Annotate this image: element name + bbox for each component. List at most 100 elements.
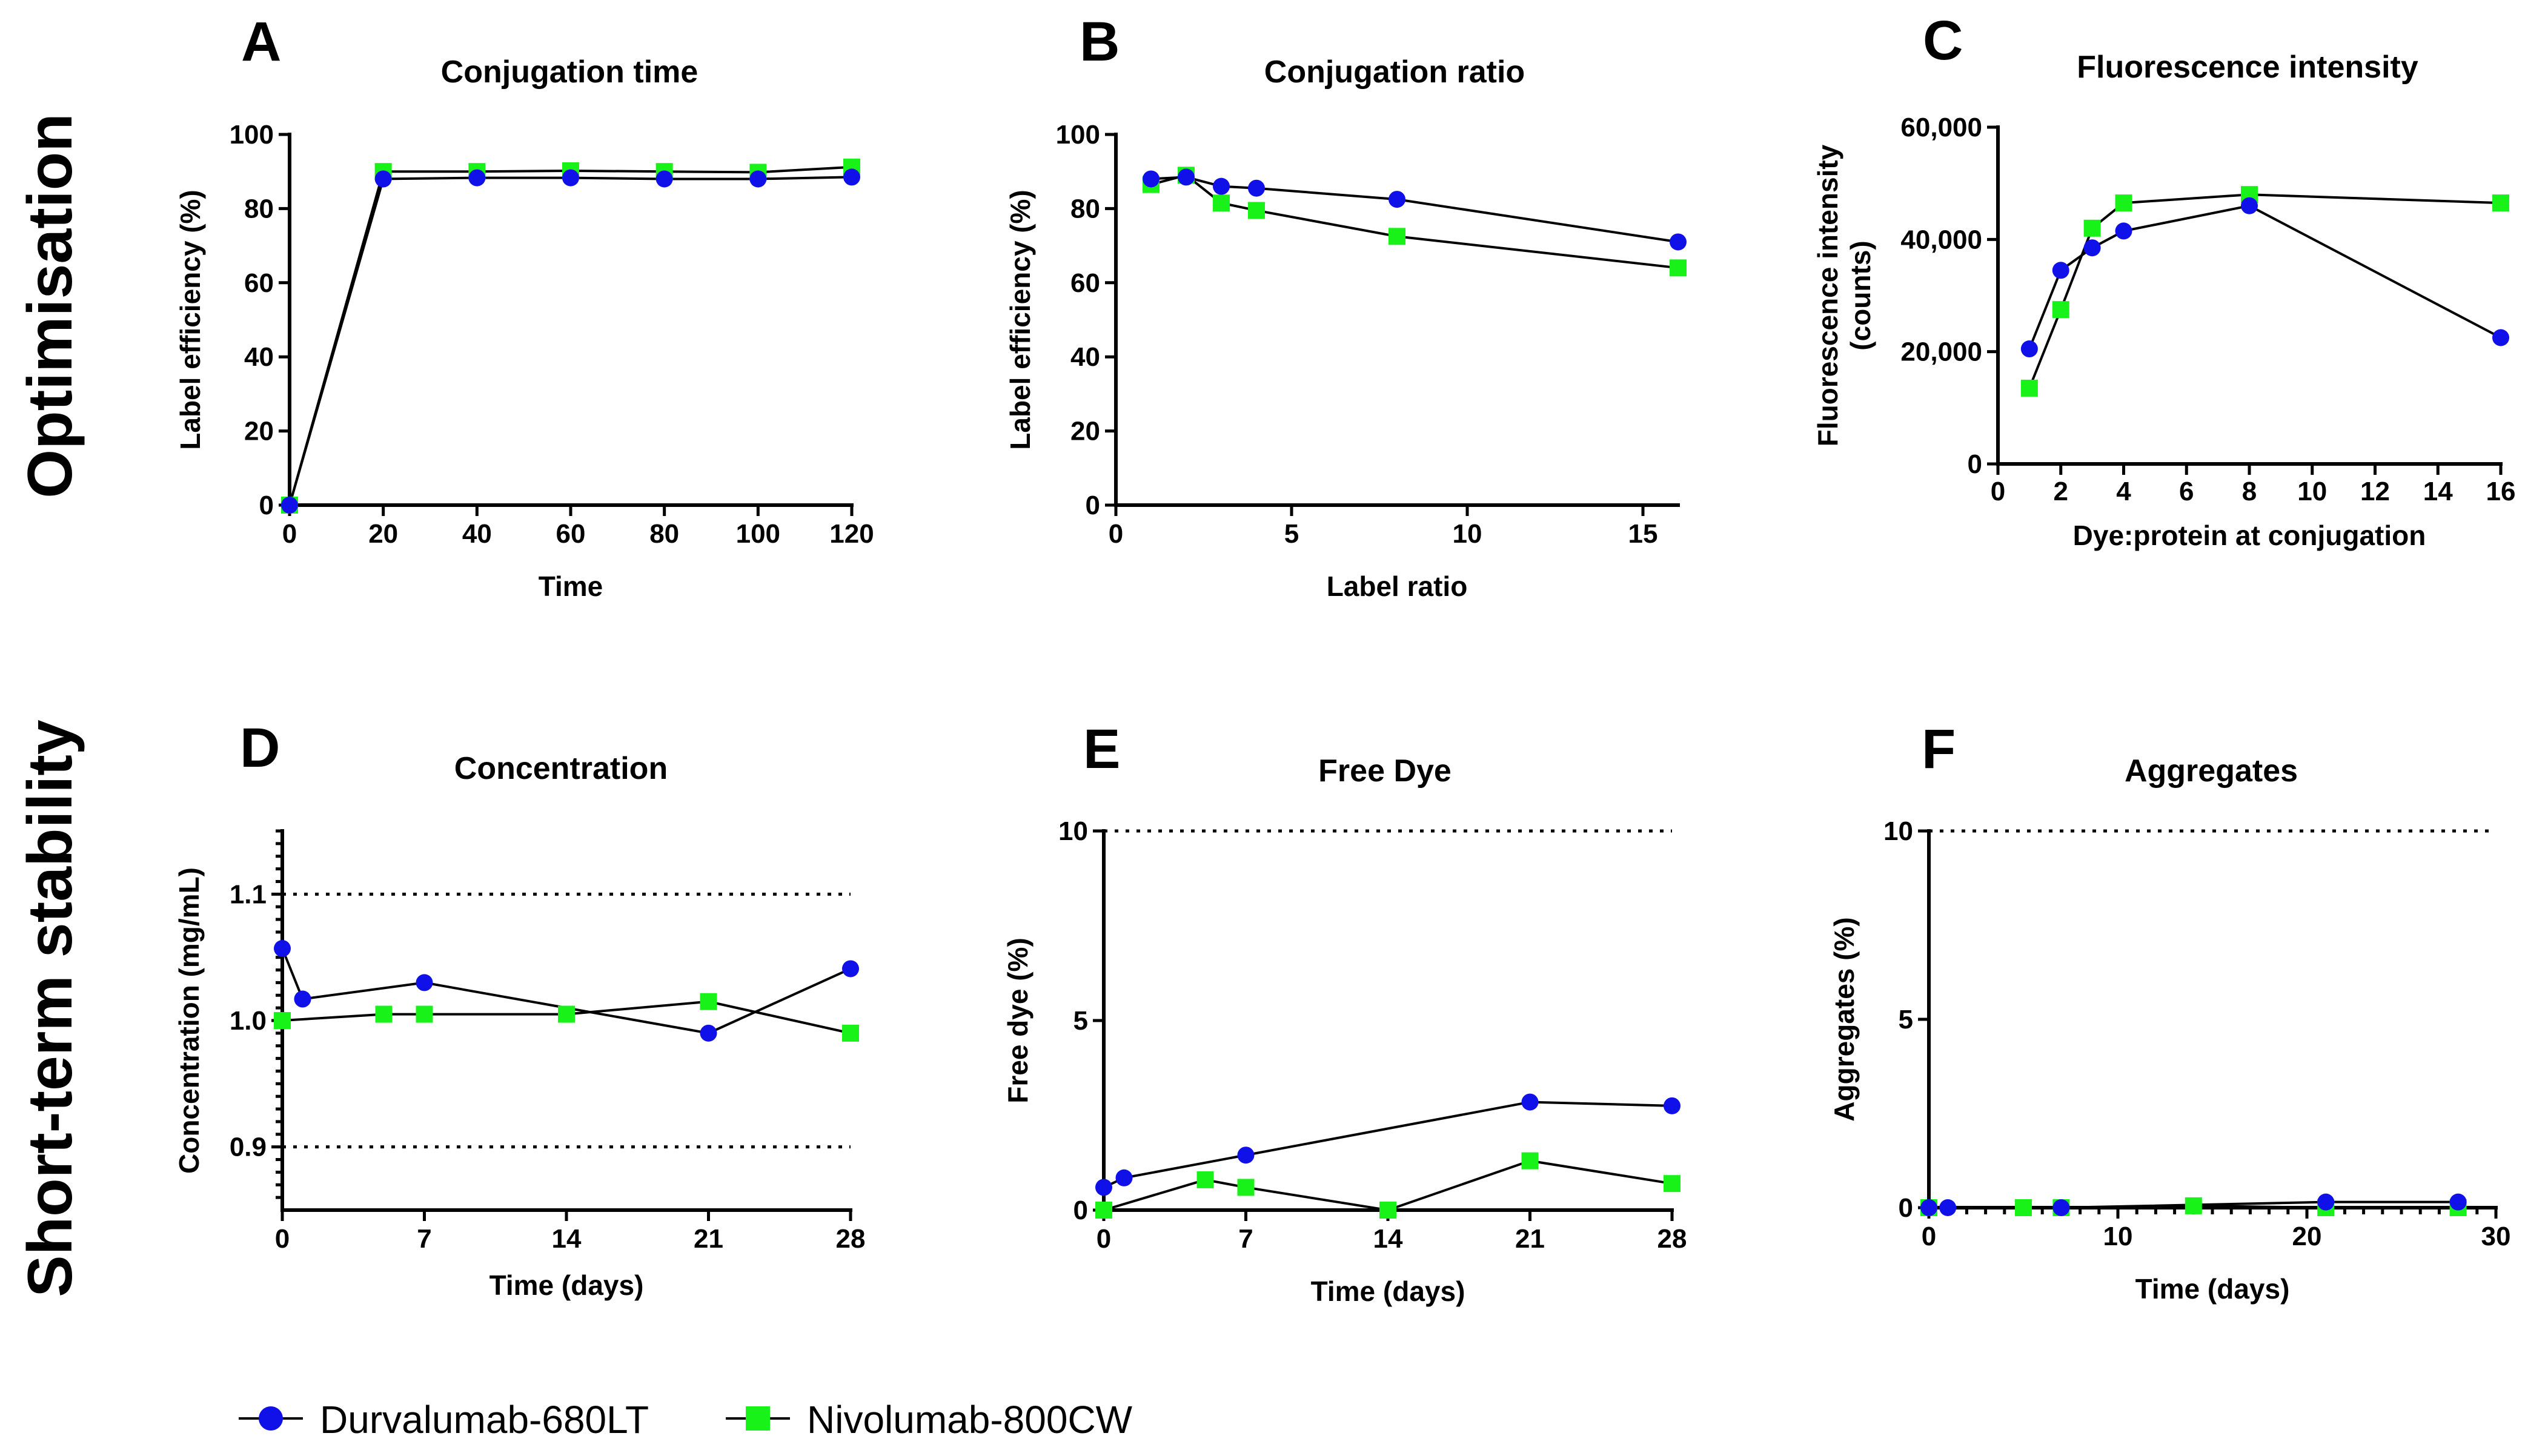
x-tick-label: 21: [694, 1224, 723, 1254]
series-line-nivolumab: [1929, 1204, 2458, 1209]
data-point-durvalumab: [843, 168, 860, 186]
row-label-optimisation: Optimisation: [15, 113, 85, 498]
panel-b: B Conjugation ratio 0 5 10 15 0 20 40 60 80 100 La…: [1004, 11, 1687, 602]
data-point-durvalumab: [1389, 191, 1405, 208]
panel-title: Conjugation time: [441, 55, 698, 90]
y-tick-label: 60: [244, 268, 274, 298]
data-point-durvalumab: [749, 170, 767, 188]
legend-marker-circle: [259, 1406, 283, 1431]
legend-item-nivolumab: Nivolumab-800CW: [726, 1398, 1133, 1441]
y-tick-label: 60,000: [1900, 113, 1982, 142]
y-axis-label: Aggregates (%): [1828, 917, 1860, 1121]
x-tick-label: 6: [2179, 477, 2194, 506]
series-line-nivolumab: [2028, 193, 2501, 389]
y-tick-label: 20,000: [1900, 337, 1982, 367]
panel-title: Conjugation ratio: [1264, 55, 1525, 90]
data-point-nivolumab: [2015, 1199, 2032, 1216]
x-tick-label: 0: [1097, 1224, 1111, 1254]
x-tick-label: 14: [552, 1224, 582, 1254]
x-tick-label: 20: [368, 519, 398, 549]
x-tick-label: 10: [2297, 477, 2327, 506]
data-point-durvalumab: [2052, 1199, 2070, 1216]
panel-c: C Fluorescence intensity 0 2 4 6 8 10 12 14 16 0 2…: [1812, 10, 2515, 551]
y-tick-label: 5: [1073, 1006, 1088, 1036]
data-point-durvalumab: [2241, 197, 2258, 214]
data-point-nivolumab: [2185, 1197, 2202, 1214]
y-axis-label: Fluorescence intensity: [1812, 144, 1843, 446]
x-tick-label: 14: [2423, 477, 2453, 506]
data-point-nivolumab: [842, 1024, 859, 1042]
panel-d: D Concentration 0 7 14 21 28 0.9 1.0 1.1 Time (d…: [173, 717, 865, 1301]
data-point-durvalumab: [2492, 329, 2509, 346]
y-axis-label: Label efficiency (%): [174, 190, 206, 449]
panel-letter: B: [1080, 11, 1120, 73]
y-tick-label: 0.9: [230, 1133, 267, 1162]
data-point-durvalumab: [1521, 1093, 1539, 1111]
row-label-short-term-stability: Short-term stability: [15, 720, 85, 1297]
data-point-durvalumab: [700, 1024, 717, 1042]
legend: Durvalumab-680LT Nivolumab-800CW: [239, 1398, 1133, 1441]
panel-letter: F: [1922, 718, 1956, 780]
x-tick-label: 20: [2292, 1222, 2322, 1251]
x-tick-label: 28: [836, 1224, 866, 1254]
data-point-nivolumab: [2052, 301, 2069, 319]
x-tick-label: 15: [1628, 519, 1658, 549]
y-tick-label: 40,000: [1900, 225, 1982, 254]
x-tick-label: 7: [1238, 1224, 1253, 1254]
data-point-nivolumab: [2020, 379, 2038, 397]
data-point-nivolumab: [375, 1005, 393, 1023]
y-tick-label: 10: [1883, 816, 1913, 846]
x-tick-label: 0: [275, 1224, 290, 1254]
data-point-durvalumab: [562, 169, 579, 187]
x-tick-label: 16: [2486, 477, 2516, 506]
data-point-durvalumab: [1115, 1169, 1133, 1186]
series-line-nivolumab: [1103, 1159, 1673, 1212]
x-tick-label: 80: [649, 519, 679, 549]
panel-title: Free Dye: [1318, 753, 1452, 789]
data-point-durvalumab: [2052, 262, 2069, 279]
data-point-durvalumab: [1670, 233, 1687, 251]
x-tick-label: 7: [417, 1224, 431, 1254]
series-line-nivolumab: [282, 1000, 851, 1034]
y-tick-label: 0: [1073, 1196, 1088, 1225]
x-axis-label: Time (days): [2135, 1273, 2290, 1305]
x-tick-label: 14: [1373, 1224, 1403, 1254]
x-tick-label: 8: [2242, 477, 2257, 506]
data-point-durvalumab: [294, 990, 311, 1008]
y-tick-label: 0: [1086, 491, 1100, 520]
series-line-durvalumab: [1103, 1100, 1673, 1189]
x-tick-label: 28: [1657, 1224, 1687, 1254]
data-point-nivolumab: [700, 993, 717, 1010]
data-point-nivolumab: [1237, 1179, 1255, 1196]
panel-e: E Free Dye 0 7 14 21 28 0 5 10 Time (days) Free d…: [1002, 718, 1687, 1307]
y-tick-label: 80: [244, 194, 274, 223]
data-point-nivolumab: [1095, 1202, 1112, 1219]
x-tick-label: 21: [1515, 1224, 1545, 1254]
x-tick-label: 120: [829, 519, 874, 549]
data-point-durvalumab: [2115, 222, 2132, 240]
data-point-durvalumab: [1178, 168, 1195, 186]
data-point-nivolumab: [1670, 259, 1687, 277]
data-point-durvalumab: [1237, 1147, 1255, 1164]
data-point-durvalumab: [274, 940, 291, 958]
data-point-durvalumab: [2449, 1193, 2467, 1211]
legend-marker-square: [746, 1406, 770, 1431]
y-tick-label: 100: [1056, 120, 1100, 150]
x-axis-label: Time (days): [489, 1269, 644, 1301]
x-tick-label: 30: [2481, 1222, 2511, 1251]
y-axis-label: Label efficiency (%): [1004, 190, 1036, 449]
x-axis-label: Label ratio: [1327, 571, 1468, 602]
panel-a: A Conjugation time 0 20 40 60 80 100 120 0 20 40 6…: [174, 11, 874, 602]
y-tick-label: 20: [1070, 417, 1100, 446]
x-axis-label: Time (days): [1311, 1276, 1465, 1307]
data-point-nivolumab: [1379, 1202, 1396, 1219]
panel-title: Fluorescence intensity: [2077, 50, 2418, 85]
y-tick-label: 100: [230, 120, 274, 150]
legend-item-durvalumab: Durvalumab-680LT: [239, 1398, 649, 1441]
x-tick-label: 2: [2054, 477, 2068, 506]
y-tick-label: 5: [1899, 1005, 1913, 1034]
panel-letter: C: [1923, 10, 1963, 71]
y-tick-label: 40: [1070, 342, 1100, 372]
x-tick-label: 12: [2360, 477, 2390, 506]
